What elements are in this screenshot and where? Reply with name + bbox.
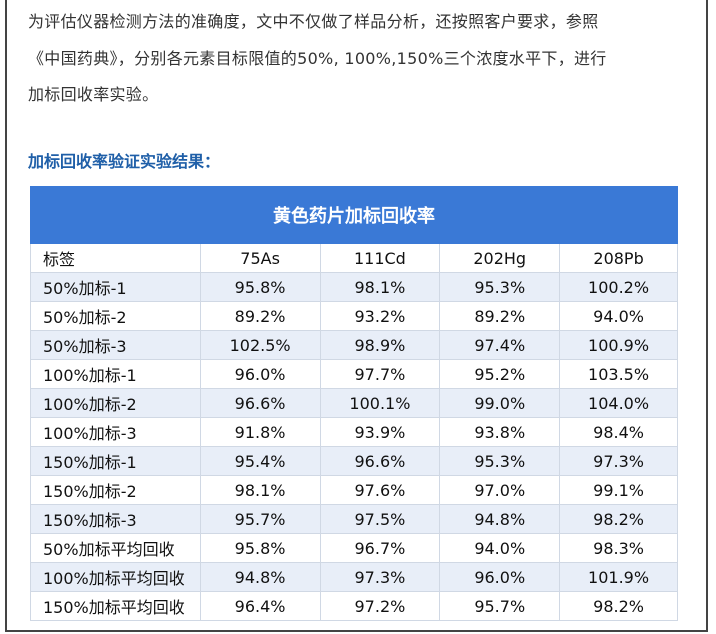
- table-cell: 99.0%: [439, 388, 561, 418]
- table-cell: 97.3%: [319, 562, 441, 592]
- table-cell: 98.2%: [559, 504, 678, 534]
- table-cell: 100.1%: [319, 388, 441, 418]
- table-row: 50%加标-2 89.2% 93.2% 89.2% 94.0%: [30, 301, 678, 331]
- table-cell: 93.8%: [439, 417, 561, 447]
- table-row: 100%加标-2 96.6% 100.1% 99.0% 104.0%: [30, 388, 678, 418]
- table-cell: 98.4%: [559, 417, 678, 447]
- table-row: 50%加标平均回收 95.8% 96.7% 94.0% 98.3%: [30, 533, 678, 563]
- table-cell: 100%加标-1: [30, 359, 201, 389]
- table-cell: 104.0%: [559, 388, 678, 418]
- table-cell: 93.2%: [319, 301, 441, 331]
- table-cell: 97.6%: [319, 475, 441, 505]
- table-cell: 97.0%: [439, 475, 561, 505]
- table-cell: 100%加标平均回收: [30, 562, 201, 592]
- table-cell: 标签: [30, 243, 201, 273]
- heading: 加标回收率验证实验结果：: [28, 152, 221, 171]
- table-row: 150%加标平均回收 96.4% 97.2% 95.7% 98.2%: [30, 591, 678, 621]
- table-row: 150%加标-1 95.4% 96.6% 95.3% 97.3%: [30, 446, 678, 476]
- table-cell: 98.1%: [199, 475, 321, 505]
- table-cell: 98.2%: [559, 591, 678, 621]
- table-row: 100%加标-3 91.8% 93.9% 93.8% 98.4%: [30, 417, 678, 447]
- table-cell: 95.2%: [439, 359, 561, 389]
- table-cell: 95.7%: [439, 591, 561, 621]
- table-cell: 94.0%: [559, 301, 678, 331]
- table-cell: 95.8%: [199, 533, 321, 563]
- table-cell: 97.4%: [439, 330, 561, 360]
- table-cell: 97.7%: [319, 359, 441, 389]
- table-cell: 96.6%: [199, 388, 321, 418]
- table-cell: 95.4%: [199, 446, 321, 476]
- table-cell: 94.8%: [439, 504, 561, 534]
- table-cell: 96.4%: [199, 591, 321, 621]
- table-row: 标签 75As 111Cd 202Hg 208Pb: [30, 243, 678, 273]
- table-cell: 100%加标-2: [30, 388, 201, 418]
- table-cell: 99.1%: [559, 475, 678, 505]
- table-title: 黄色药片加标回收率: [30, 186, 678, 244]
- table-cell: 103.5%: [559, 359, 678, 389]
- table-cell: 96.0%: [439, 562, 561, 592]
- table-cell: 98.3%: [559, 533, 678, 563]
- table-row: 50%加标-3 102.5% 98.9% 97.4% 100.9%: [30, 330, 678, 360]
- table-cell: 75As: [199, 243, 321, 273]
- table-row: 100%加标-1 96.0% 97.7% 95.2% 103.5%: [30, 359, 678, 389]
- paragraph-line: 《中国药典》，分别各元素目标限值的50%, 100%,150%三个浓度水平下，进…: [28, 49, 607, 68]
- table-cell: 150%加标-2: [30, 475, 201, 505]
- table-cell: 93.9%: [319, 417, 441, 447]
- table-cell: 91.8%: [199, 417, 321, 447]
- table-row: 150%加标-2 98.1% 97.6% 97.0% 99.1%: [30, 475, 678, 505]
- table-cell: 98.1%: [319, 272, 441, 302]
- table-cell: 96.7%: [319, 533, 441, 563]
- table-row: 100%加标平均回收 94.8% 97.3% 96.0% 101.9%: [30, 562, 678, 592]
- table-cell: 97.2%: [319, 591, 441, 621]
- table-cell: 208Pb: [559, 243, 678, 273]
- table-cell: 100.9%: [559, 330, 678, 360]
- table-cell: 95.3%: [439, 272, 561, 302]
- table-cell: 89.2%: [199, 301, 321, 331]
- table-cell: 95.8%: [199, 272, 321, 302]
- table-cell: 111Cd: [319, 243, 441, 273]
- table-cell: 96.6%: [319, 446, 441, 476]
- table-cell: 102.5%: [199, 330, 321, 360]
- frame: [5, 0, 708, 632]
- table-row: 150%加标-3 95.7% 97.5% 94.8% 98.2%: [30, 504, 678, 534]
- table-row: 50%加标-1 95.8% 98.1% 95.3% 100.2%: [30, 272, 678, 302]
- table-cell: 94.0%: [439, 533, 561, 563]
- table-cell: 95.7%: [199, 504, 321, 534]
- table-cell: 202Hg: [439, 243, 561, 273]
- table-cell: 50%加标平均回收: [30, 533, 201, 563]
- table-cell: 150%加标-1: [30, 446, 201, 476]
- table-cell: 98.9%: [319, 330, 441, 360]
- table-cell: 94.8%: [199, 562, 321, 592]
- table-cell: 100%加标-3: [30, 417, 201, 447]
- table-cell: 50%加标-2: [30, 301, 201, 331]
- table-cell: 97.5%: [319, 504, 441, 534]
- paragraph-line: 加标回收率实验。: [28, 85, 159, 104]
- table-cell: 95.3%: [439, 446, 561, 476]
- table-cell: 150%加标平均回收: [30, 591, 201, 621]
- table-cell: 50%加标-1: [30, 272, 201, 302]
- table-cell: 100.2%: [559, 272, 678, 302]
- table: 黄色药片加标回收率 标签 75As 111Cd 202Hg 208Pb 50%加标-1 95.…: [30, 186, 678, 621]
- table-cell: 96.0%: [199, 359, 321, 389]
- table-cell: 50%加标-3: [30, 330, 201, 360]
- table-cell: 89.2%: [439, 301, 561, 331]
- table-cell: 101.9%: [559, 562, 678, 592]
- table-cell: 97.3%: [559, 446, 678, 476]
- paragraph-line: 为评估仪器检测方法的准确度，文中不仅做了样品分析，还按照客户要求，参照: [28, 12, 599, 31]
- table-cell: 150%加标-3: [30, 504, 201, 534]
